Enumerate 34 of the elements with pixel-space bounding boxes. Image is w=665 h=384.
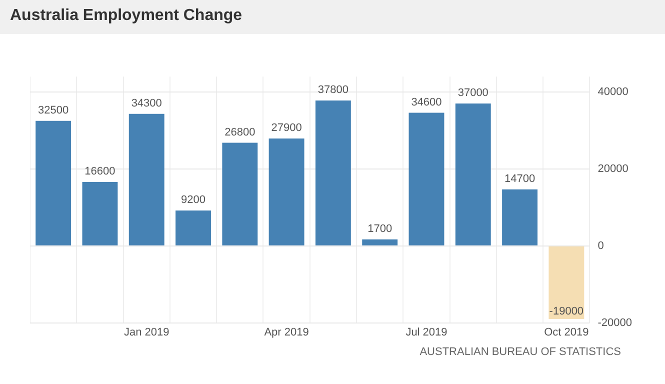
x-tick-label: Apr 2019 <box>264 326 309 338</box>
data-label: 37800 <box>318 84 348 96</box>
data-label: 34600 <box>411 96 442 108</box>
y-tick-label: -20000 <box>598 316 632 329</box>
y-tick-label: 40000 <box>598 86 628 98</box>
data-label: 14700 <box>504 172 536 185</box>
data-label: 16600 <box>84 166 116 178</box>
data-label: 32500 <box>38 104 69 116</box>
data-label: 9200 <box>181 194 206 206</box>
bar <box>222 142 258 246</box>
data-label: 1700 <box>368 222 392 235</box>
bar <box>268 138 304 246</box>
bar <box>362 239 398 246</box>
y-tick-label: 20000 <box>598 162 628 175</box>
bar <box>128 114 164 246</box>
bar <box>408 112 444 246</box>
bar <box>36 120 72 246</box>
x-tick-label: Jul 2019 <box>406 326 448 338</box>
data-label: 37000 <box>458 87 488 100</box>
y-tick-label: 0 <box>598 240 604 252</box>
bar <box>548 246 584 319</box>
data-label: -19000 <box>549 305 584 318</box>
chart-title: Australia Employment Change <box>10 7 242 25</box>
bar <box>455 104 491 246</box>
bar <box>502 189 538 246</box>
data-label: 34300 <box>131 97 162 110</box>
x-tick-label: Oct 2019 <box>544 326 589 338</box>
data-label: 27900 <box>271 122 302 134</box>
text: AUSTRALIAN BUREAU OF STATISTICS <box>420 346 621 358</box>
data-label: 26800 <box>224 126 256 138</box>
bar <box>176 210 211 246</box>
bar <box>82 182 118 246</box>
x-tick-label: Jan 2019 <box>124 326 170 338</box>
bar <box>315 100 351 246</box>
